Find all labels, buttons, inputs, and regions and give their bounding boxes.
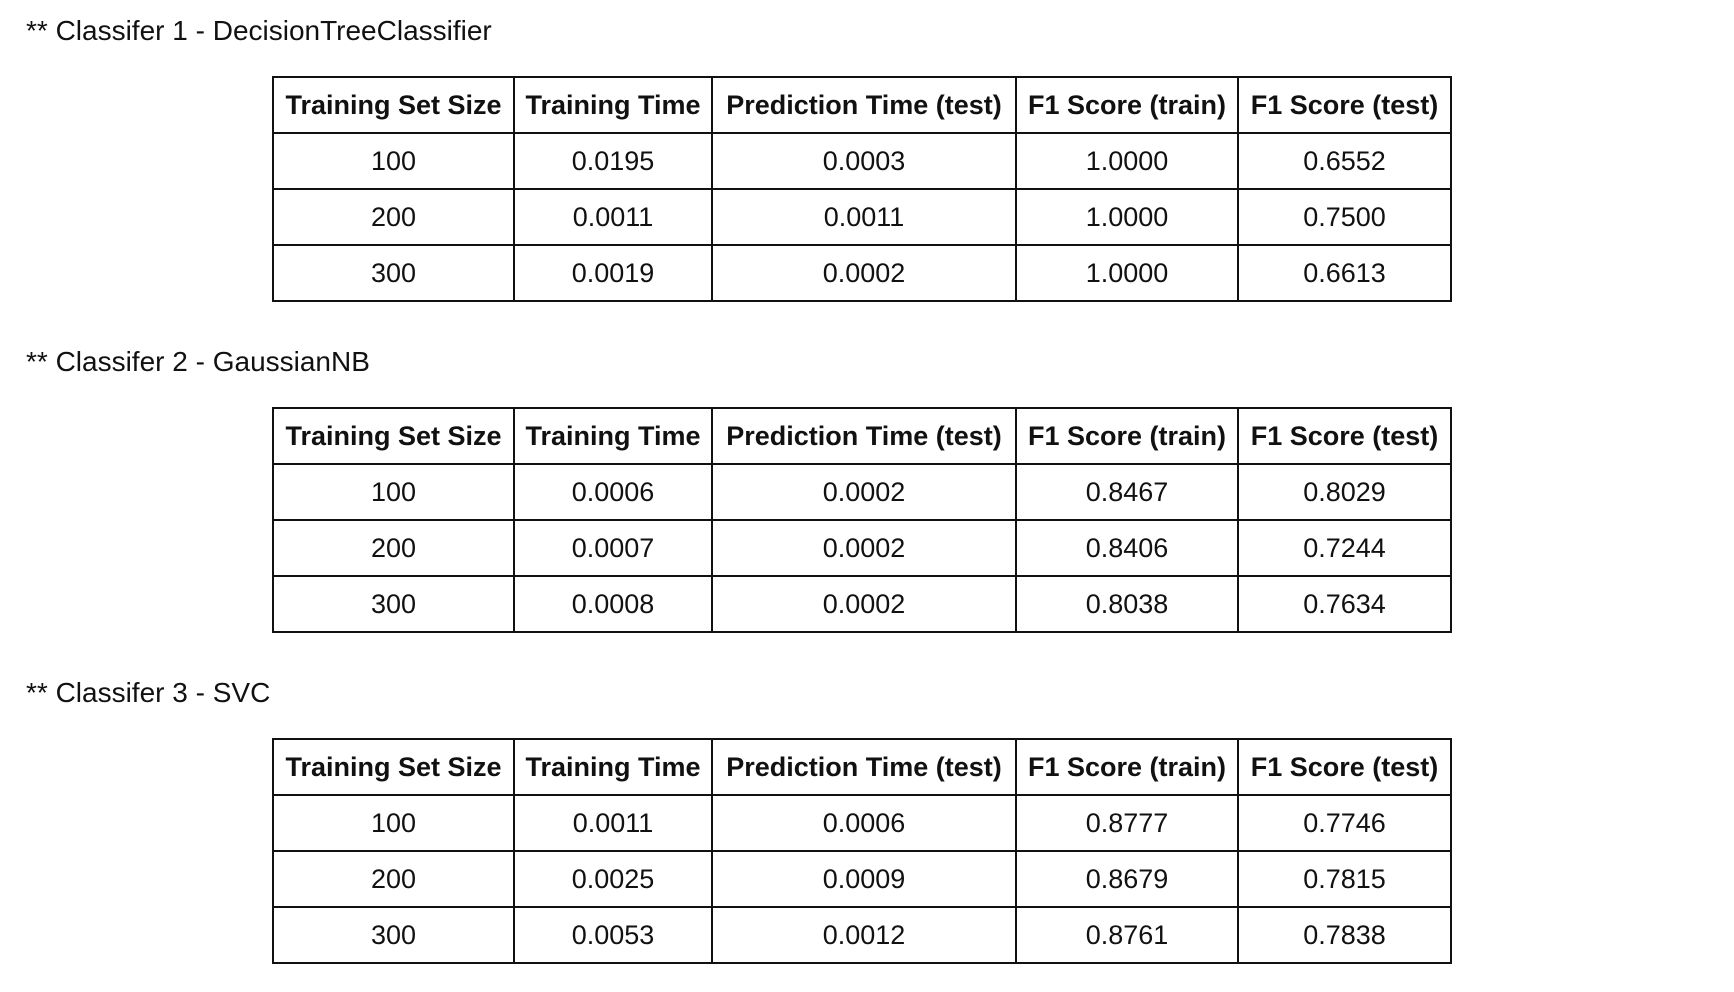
column-header: F1 Score (test) [1237, 407, 1452, 465]
table-row: 300 0.0008 0.0002 0.8038 0.7634 [272, 575, 1452, 633]
column-header: F1 Score (train) [1015, 76, 1239, 134]
table-cell: 0.6552 [1237, 132, 1452, 190]
column-header: Training Time [513, 76, 713, 134]
column-header: F1 Score (test) [1237, 738, 1452, 796]
table-cell: 0.0008 [513, 575, 713, 633]
table-cell: 100 [272, 463, 515, 521]
table-cell: 0.0003 [711, 132, 1017, 190]
table-cell: 0.7815 [1237, 850, 1452, 908]
table-cell: 1.0000 [1015, 188, 1239, 246]
table-cell: 0.0002 [711, 519, 1017, 577]
table-cell: 0.8467 [1015, 463, 1239, 521]
table-header-row: Training Set Size Training Time Predicti… [272, 407, 1452, 465]
table-cell: 0.8038 [1015, 575, 1239, 633]
table-cell: 0.0002 [711, 244, 1017, 302]
results-table: Training Set Size Training Time Predicti… [272, 76, 1452, 302]
table-cell: 0.8406 [1015, 519, 1239, 577]
table-cell: 0.8029 [1237, 463, 1452, 521]
table-cell: 0.0011 [711, 188, 1017, 246]
table-cell: 300 [272, 906, 515, 964]
table-cell: 0.0011 [513, 188, 713, 246]
table-cell: 0.0195 [513, 132, 713, 190]
column-header: Training Set Size [272, 76, 515, 134]
column-header: F1 Score (train) [1015, 738, 1239, 796]
table-cell: 0.0002 [711, 463, 1017, 521]
table-cell: 0.0012 [711, 906, 1017, 964]
section-title: ** Classifer 3 - SVC [26, 677, 271, 708]
section-title: ** Classifer 1 - DecisionTreeClassifier [26, 15, 492, 46]
table-row: 100 0.0011 0.0006 0.8777 0.7746 [272, 794, 1452, 852]
section-title: ** Classifer 2 - GaussianNB [26, 346, 370, 377]
table-header-row: Training Set Size Training Time Predicti… [272, 76, 1452, 134]
table-cell: 0.0002 [711, 575, 1017, 633]
table-cell: 0.0006 [513, 463, 713, 521]
table-cell: 0.7244 [1237, 519, 1452, 577]
table-cell: 0.0019 [513, 244, 713, 302]
table-cell: 1.0000 [1015, 244, 1239, 302]
table-cell: 0.0025 [513, 850, 713, 908]
table-cell: 200 [272, 850, 515, 908]
table-cell: 100 [272, 794, 515, 852]
table-row: 200 0.0025 0.0009 0.8679 0.7815 [272, 850, 1452, 908]
column-header: F1 Score (train) [1015, 407, 1239, 465]
table-row: 200 0.0011 0.0011 1.0000 0.7500 [272, 188, 1452, 246]
table-cell: 1.0000 [1015, 132, 1239, 190]
table-cell: 300 [272, 244, 515, 302]
table-cell: 0.8777 [1015, 794, 1239, 852]
table-cell: 200 [272, 519, 515, 577]
table-cell: 0.6613 [1237, 244, 1452, 302]
column-header: Prediction Time (test) [711, 738, 1017, 796]
table-row: 200 0.0007 0.0002 0.8406 0.7244 [272, 519, 1452, 577]
table-row: 100 0.0006 0.0002 0.8467 0.8029 [272, 463, 1452, 521]
table-cell: 0.8761 [1015, 906, 1239, 964]
column-header: Training Time [513, 407, 713, 465]
column-header: Prediction Time (test) [711, 76, 1017, 134]
results-table: Training Set Size Training Time Predicti… [272, 738, 1452, 964]
table-cell: 0.8679 [1015, 850, 1239, 908]
table-cell: 0.0011 [513, 794, 713, 852]
table-cell: 0.0006 [711, 794, 1017, 852]
table-cell: 0.7634 [1237, 575, 1452, 633]
table-cell: 0.7500 [1237, 188, 1452, 246]
column-header: Prediction Time (test) [711, 407, 1017, 465]
table-cell: 0.0053 [513, 906, 713, 964]
table-row: 300 0.0053 0.0012 0.8761 0.7838 [272, 906, 1452, 964]
table-cell: 0.0009 [711, 850, 1017, 908]
table-cell: 300 [272, 575, 515, 633]
table-cell: 0.0007 [513, 519, 713, 577]
results-table: Training Set Size Training Time Predicti… [272, 407, 1452, 633]
table-cell: 0.7838 [1237, 906, 1452, 964]
table-cell: 200 [272, 188, 515, 246]
column-header: Training Set Size [272, 407, 515, 465]
table-cell: 0.7746 [1237, 794, 1452, 852]
table-cell: 100 [272, 132, 515, 190]
column-header: F1 Score (test) [1237, 76, 1452, 134]
table-header-row: Training Set Size Training Time Predicti… [272, 738, 1452, 796]
table-row: 300 0.0019 0.0002 1.0000 0.6613 [272, 244, 1452, 302]
column-header: Training Time [513, 738, 713, 796]
table-row: 100 0.0195 0.0003 1.0000 0.6552 [272, 132, 1452, 190]
column-header: Training Set Size [272, 738, 515, 796]
